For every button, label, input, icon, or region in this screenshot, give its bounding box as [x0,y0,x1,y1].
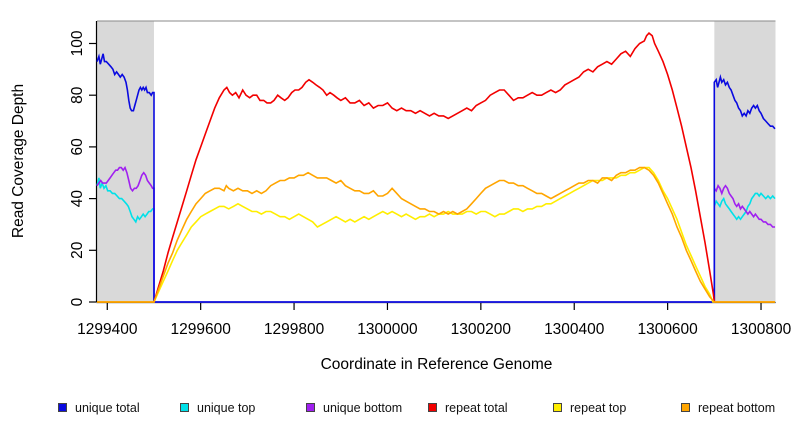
legend-label: repeat bottom [698,401,776,415]
shaded-region [97,21,154,302]
y-axis-title: Read Coverage Depth [10,83,27,239]
series-repeat-total [97,32,775,303]
x-tick-label: 1300200 [451,321,512,338]
x-tick-label: 1300800 [731,321,792,338]
x-tick-label: 1299400 [77,321,138,338]
legend-label: unique bottom [323,401,403,415]
legend-swatch-icon [306,403,315,412]
x-axis-title: Coordinate in Reference Genome [320,356,553,373]
series-unique-total [96,53,776,303]
y-tick-label: 20 [69,241,86,259]
x-tick-label: 1300000 [357,321,418,338]
y-tick-label: 100 [69,30,86,56]
legend-swatch-icon [553,403,562,412]
y-tick-label: 40 [69,190,86,208]
series-repeat-top [97,166,775,303]
x-tick-label: 1300600 [637,321,698,338]
y-tick-label: 80 [69,86,86,104]
series-unique-bottom [96,165,775,303]
y-tick-label: 60 [69,138,86,156]
y-tick-label: 0 [69,297,86,306]
legend-label: unique top [197,401,256,415]
legend-swatch-icon [681,403,690,412]
x-tick-label: 1300400 [544,321,605,338]
legend-swatch-icon [58,403,67,412]
x-tick-label: 1299800 [264,321,325,338]
series-repeat-bottom [97,166,775,303]
legend: unique total unique top unique bottom repea… [0,400,792,422]
legend-swatch-icon [428,403,437,412]
legend-swatch-icon [180,403,189,412]
x-tick-label: 1299600 [170,321,231,338]
legend-label: repeat total [445,401,508,415]
series-unique-top [96,177,776,303]
legend-label: unique total [75,401,140,415]
legend-label: repeat top [570,401,627,415]
shaded-region [714,21,776,302]
